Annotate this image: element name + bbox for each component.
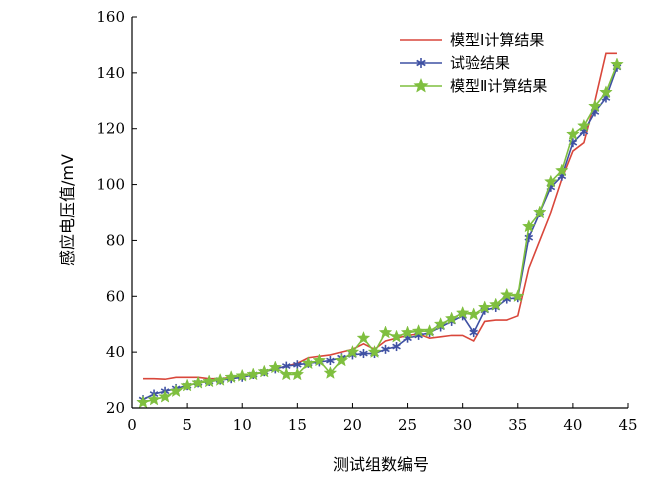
series-point: [521, 219, 536, 233]
series-point-stroke: [282, 363, 291, 370]
series-point: [213, 372, 228, 386]
series-line: [142, 66, 618, 401]
series-point: [147, 392, 161, 406]
series-point: [158, 389, 172, 403]
legend-item: 模型Ⅱ计算结果: [400, 77, 547, 95]
series-point: [202, 374, 216, 388]
series-point: [433, 317, 448, 331]
y-tick-label: 100: [96, 176, 125, 194]
series-point: [444, 311, 459, 325]
series-point: [555, 163, 569, 177]
series-point-stroke: [469, 329, 478, 336]
x-tick-label: 0: [127, 416, 137, 434]
series-2: [138, 62, 622, 405]
x-tick-label: 15: [288, 416, 307, 434]
series-point: [367, 344, 382, 358]
series-point: [290, 367, 305, 381]
series-point: [466, 307, 481, 321]
axes: 0 5 10 15 20 25 30 35 40 45 20 40 60 80 100 120 140 160: [96, 8, 637, 434]
y-tick-label: 40: [106, 343, 125, 361]
series-point: [566, 127, 580, 141]
y-tick-label: 160: [96, 8, 125, 26]
series-point: [400, 325, 415, 339]
x-tick-label: 45: [618, 416, 637, 434]
series-point: [312, 353, 327, 367]
series-point: [392, 342, 401, 352]
series-point: [246, 367, 261, 381]
series-point-stroke: [326, 357, 335, 364]
series-point: [257, 364, 272, 378]
series-point: [469, 328, 478, 338]
series-point: [301, 356, 316, 370]
x-tick-label: 25: [398, 416, 417, 434]
series-point: [416, 58, 426, 68]
x-tick-label: 35: [508, 416, 527, 434]
series-point: [235, 368, 250, 382]
series-layer: [136, 52, 624, 409]
series-point: [544, 174, 558, 188]
series-point: [532, 205, 547, 219]
series-point: [381, 344, 390, 354]
series-point-stroke: [359, 350, 368, 357]
series-point: [577, 118, 591, 132]
series-point: [191, 375, 205, 389]
series-point: [345, 344, 360, 358]
series-point: [499, 287, 514, 301]
x-tick-label: 20: [343, 416, 362, 434]
series-point: [326, 356, 335, 366]
x-tick-label: 10: [233, 416, 252, 434]
legend-label: 试验结果: [450, 54, 510, 72]
series-point-stroke: [381, 346, 390, 353]
series-3: [136, 57, 624, 409]
series-point-stroke: [293, 361, 302, 368]
series-point-stroke: [392, 343, 401, 350]
legend-label: 模型Ⅱ计算结果: [450, 77, 547, 95]
series-point: [356, 330, 371, 344]
series-point: [378, 325, 393, 339]
series-point: [359, 349, 368, 359]
series-point: [413, 77, 429, 93]
series-point: [422, 324, 437, 338]
series-point: [224, 370, 239, 384]
y-tick-label: 20: [106, 399, 125, 417]
series-point: [389, 329, 404, 343]
legend-item: 试验结果: [400, 54, 510, 72]
x-axis-title: 测试组数编号: [333, 455, 429, 474]
series-point: [334, 353, 349, 367]
legend-item: 模型Ⅰ计算结果: [400, 31, 544, 49]
series-point: [180, 378, 194, 392]
y-tick-label: 80: [106, 231, 125, 249]
legend-label: 模型Ⅰ计算结果: [450, 31, 544, 49]
series-point: [510, 289, 525, 303]
series-point: [136, 395, 150, 409]
series-point: [599, 85, 613, 99]
series-point: [268, 360, 283, 374]
series-point: [279, 367, 294, 381]
x-tick-label: 5: [182, 416, 192, 434]
y-tick-label: 60: [106, 287, 125, 305]
y-axis-title: 感应电压值/mV: [58, 154, 77, 266]
series-point: [488, 297, 503, 311]
series-point-stroke: [524, 234, 534, 241]
y-tick-label: 120: [96, 120, 125, 138]
series-point: [455, 305, 470, 319]
y-tick-label: 140: [96, 64, 125, 82]
series-point: [477, 300, 492, 314]
series-point: [588, 99, 602, 113]
x-tick-label: 40: [563, 416, 582, 434]
series-point: [610, 57, 624, 71]
series-point: [169, 384, 183, 398]
series-point: [323, 365, 338, 379]
x-tick-label: 30: [453, 416, 472, 434]
series-point-stroke: [416, 59, 426, 67]
